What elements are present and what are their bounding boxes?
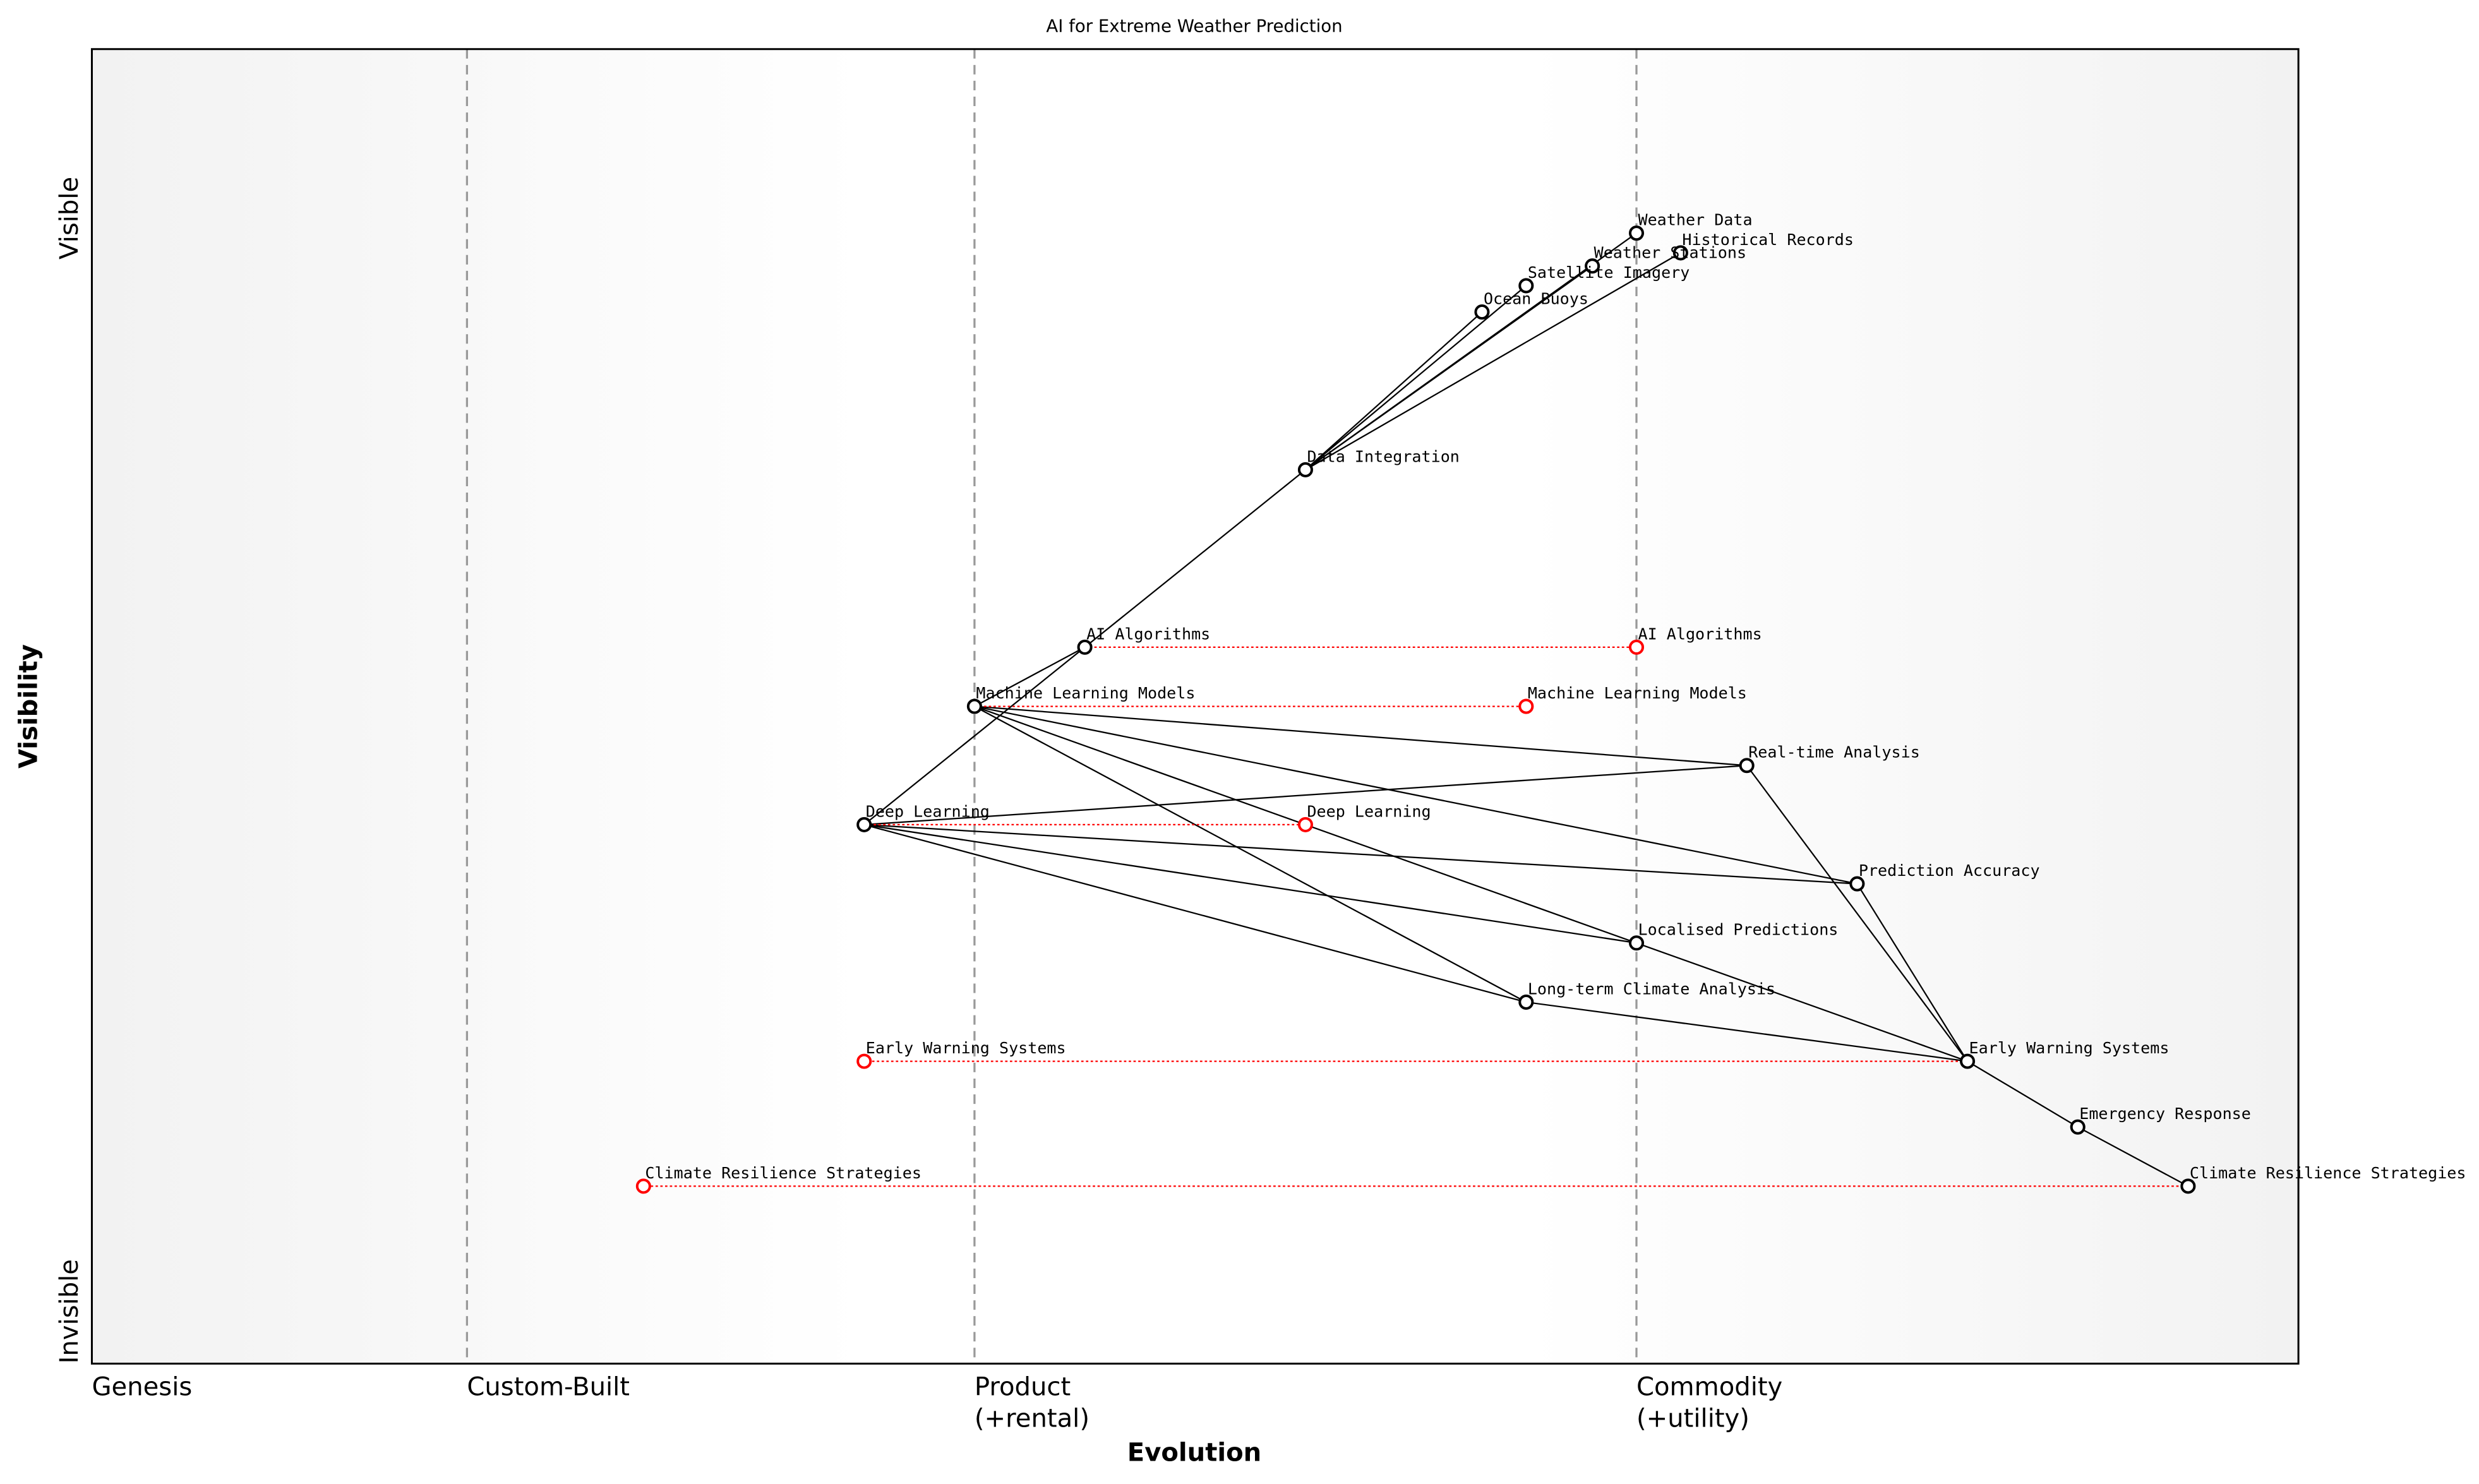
x-axis-label: Evolution [1127,1438,1261,1467]
y-tick-label: Visible [55,177,84,260]
component-label: Weather Data [1638,211,1753,229]
component-label: Deep Learning [866,802,990,820]
component-label: Historical Records [1682,230,1854,249]
link [864,765,1747,826]
component-label: Localised Predictions [1638,921,1839,939]
component-label: Prediction Accuracy [1859,861,2040,880]
evolved-component [1518,698,1534,714]
component [1297,462,1313,477]
component-label: Machine Learning Models [976,684,1195,702]
link [1856,883,1969,1062]
component [1518,994,1534,1010]
link [864,823,1637,944]
link [1746,765,1968,1062]
link [974,705,1527,1003]
evolved-component [856,1053,872,1069]
link [974,646,1086,707]
link [974,705,1747,767]
evolved-component [635,1178,651,1194]
evolved-component [1297,817,1313,832]
link [864,823,1858,885]
evolved-label: Machine Learning Models [1528,684,1747,702]
component [1672,245,1688,261]
link [974,705,1858,885]
component [856,817,872,832]
component-label: Weather Stations [1594,244,1746,262]
component-label: Climate Resilience Strategies [2190,1164,2466,1182]
link [863,823,1527,1003]
evolved-label: Climate Resilience Strategies [645,1164,921,1182]
evolved-label: AI Algorithms [1638,625,1762,643]
component [1849,876,1865,892]
link [1305,311,1483,470]
link [1305,252,1681,470]
evolved-label: Deep Learning [1307,802,1431,820]
y-tick-label: Invisible [55,1259,84,1363]
component [2180,1178,2196,1194]
plot-frame [90,48,2300,1365]
component [1739,758,1755,774]
component [1628,225,1645,241]
x-tick-label: Commodity (+utility) [1636,1373,1782,1433]
component-label: Data Integration [1307,447,1459,465]
component-label: Satellite Imagery [1528,263,1690,282]
component-label: Long-term Climate Analysis [1528,979,1775,998]
x-tick-label: Custom-Built [467,1373,630,1402]
link [1084,469,1306,648]
chart-title: AI for Extreme Weather Prediction [1046,16,1342,37]
evolved-component [1628,639,1645,655]
component [1474,304,1490,320]
component [1518,278,1534,294]
component-label: Emergency Response [2079,1104,2251,1123]
component-label: Early Warning Systems [1969,1039,2170,1057]
component-label: Real-time Analysis [1748,743,1920,762]
component [1077,639,1093,655]
component [1585,258,1600,274]
y-axis-label: Visibility [15,644,44,769]
component [2070,1119,2086,1135]
component [966,698,982,714]
x-tick-label: Genesis [92,1373,192,1402]
link [863,647,1086,825]
component-label: AI Algorithms [1086,625,1210,643]
link [1967,1060,2079,1128]
component-label: Ocean Buoys [1484,290,1588,308]
link [1636,942,1968,1062]
evolved-label: Early Warning Systems [866,1039,1066,1057]
component [1960,1053,1976,1069]
link [1305,285,1527,470]
x-tick-label: Product (+rental) [975,1373,1089,1433]
link [2077,1126,2188,1187]
link [1305,265,1593,470]
link [1526,1001,1968,1062]
component [1628,935,1645,951]
